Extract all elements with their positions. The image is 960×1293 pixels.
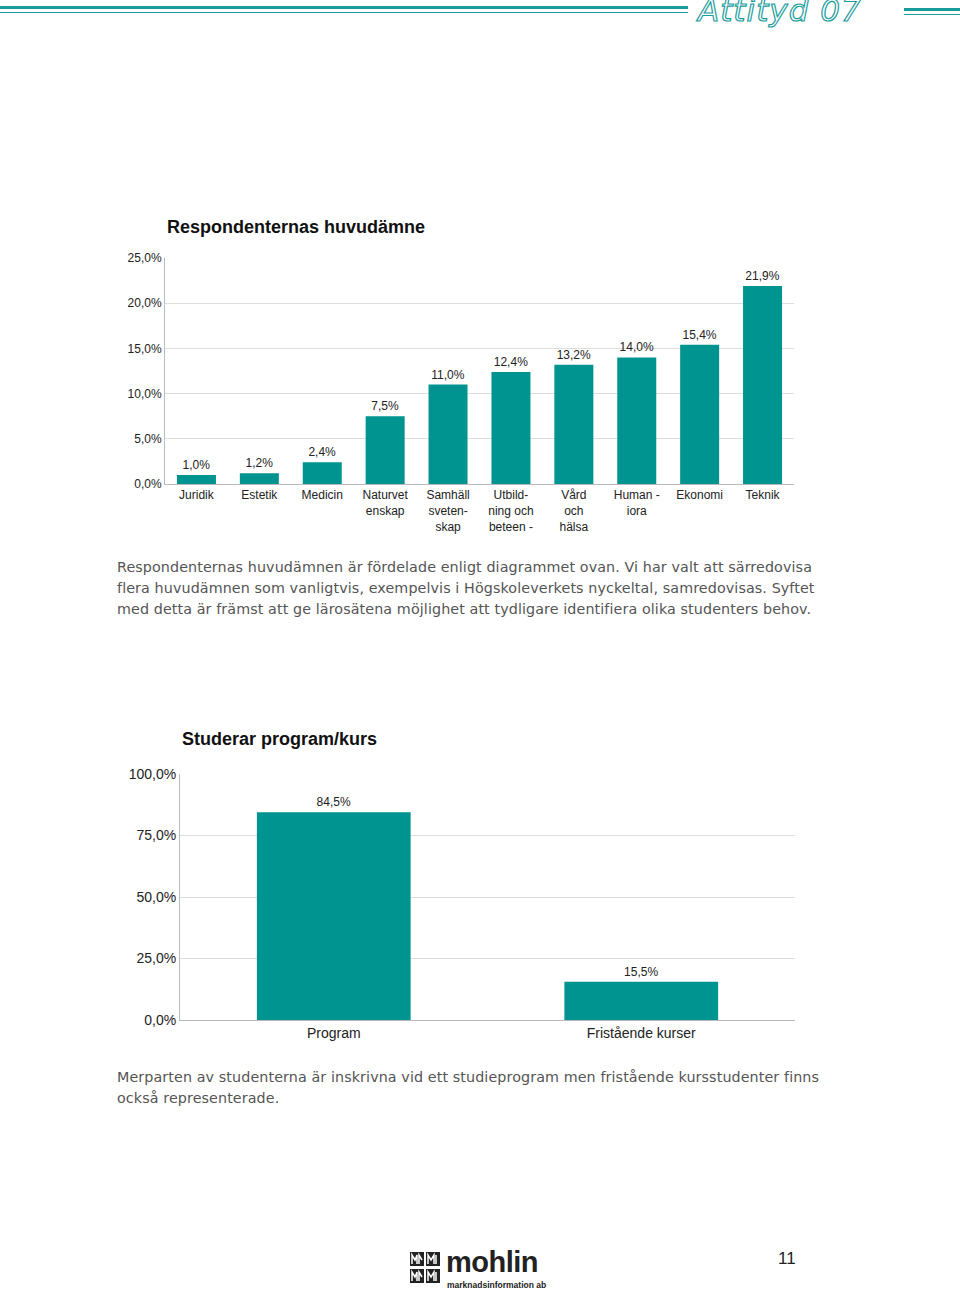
svg-text:Utbild-ning ochbeteen -: Utbild-ning ochbeteen -	[488, 488, 533, 533]
svg-text:20,0%: 20,0%	[128, 296, 162, 310]
svg-text:Human -iora: Human -iora	[614, 488, 660, 518]
svg-text:10,0%: 10,0%	[128, 387, 162, 401]
svg-text:21,9%: 21,9%	[745, 269, 779, 283]
svg-text:15,5%: 15,5%	[624, 965, 658, 979]
svg-text:84,5%: 84,5%	[317, 795, 351, 809]
svg-text:1,0%: 1,0%	[183, 458, 211, 472]
svg-text:100,0%: 100,0%	[129, 766, 176, 782]
svg-text:25,0%: 25,0%	[128, 251, 162, 265]
svg-text:1,2%: 1,2%	[246, 456, 274, 470]
svg-text:Juridik: Juridik	[179, 488, 215, 502]
svg-text:Estetik: Estetik	[241, 488, 278, 502]
svg-text:15,4%: 15,4%	[682, 328, 716, 342]
svg-text:Studerar program/kurs: Studerar program/kurs	[182, 729, 377, 749]
svg-text:50,0%: 50,0%	[136, 889, 176, 905]
svg-text:Vårdochhälsa: Vårdochhälsa	[560, 488, 589, 533]
html-text:Merparten av studenterna är in: Merparten av studenterna är inskrivna vi…	[117, 1069, 820, 1106]
html-text:marknadsinformation ab: marknadsinformation ab	[447, 1280, 547, 1290]
svg-text:11,0%: 11,0%	[431, 368, 464, 382]
svg-text:12,4%: 12,4%	[494, 355, 528, 369]
svg-text:Medicin: Medicin	[302, 488, 343, 502]
svg-text:2,4%: 2,4%	[308, 445, 336, 459]
svg-text:Samhällsveten-skap: Samhällsveten-skap	[426, 488, 469, 533]
svg-text:0,0%: 0,0%	[144, 1012, 176, 1028]
html-text:Respondenternas huvudämnen är: Respondenternas huvudämnen är fördelade …	[117, 559, 815, 617]
svg-text:Teknik: Teknik	[746, 488, 781, 502]
svg-text:Ekonomi: Ekonomi	[676, 488, 723, 502]
svg-text:25,0%: 25,0%	[136, 950, 176, 966]
svg-text:Fristående kurser: Fristående kurser	[587, 1025, 696, 1041]
svg-text:Program: Program	[307, 1025, 361, 1041]
svg-text:5,0%: 5,0%	[134, 432, 162, 446]
svg-text:15,0%: 15,0%	[128, 342, 162, 356]
svg-text:7,5%: 7,5%	[371, 399, 399, 413]
html-text:11: 11	[778, 1249, 796, 1268]
svg-text:14,0%: 14,0%	[620, 340, 654, 354]
svg-text:Naturvetenskap: Naturvetenskap	[362, 488, 408, 518]
svg-text:13,2%: 13,2%	[557, 348, 591, 362]
svg-text:Respondenternas huvudämne: Respondenternas huvudämne	[167, 217, 425, 237]
svg-text:75,0%: 75,0%	[136, 827, 176, 843]
html-text:mohlin: mohlin	[446, 1246, 538, 1278]
svg-text:0,0%: 0,0%	[134, 477, 162, 491]
